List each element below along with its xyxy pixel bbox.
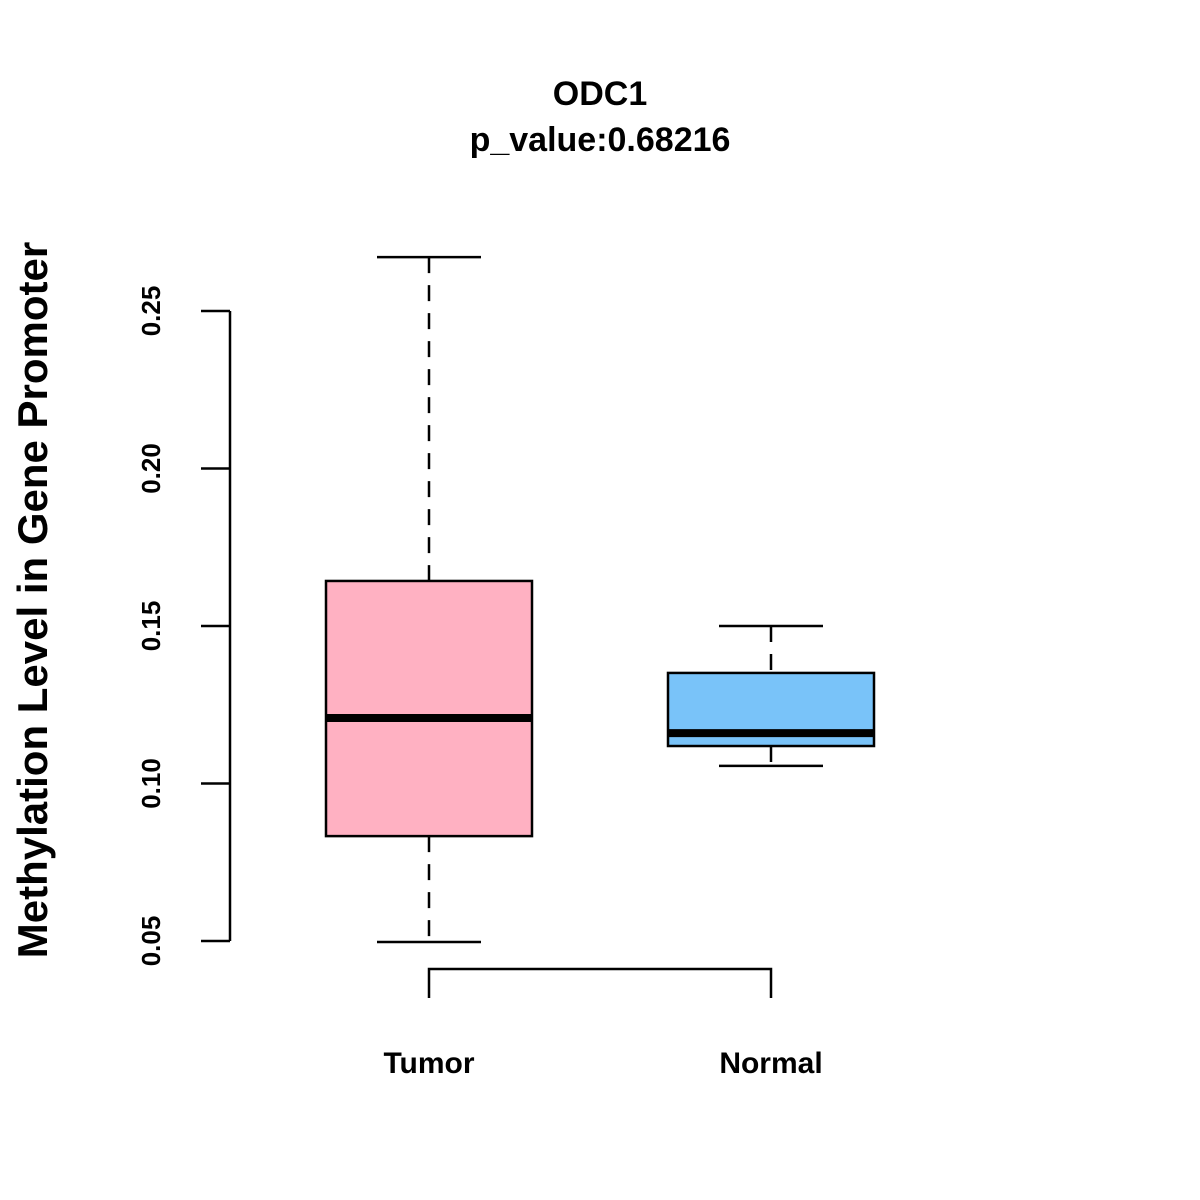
boxes [324, 255, 876, 944]
y-tick-label: 0.25 [136, 286, 166, 337]
y-tick-label: 0.20 [136, 443, 166, 494]
y-tick-label: 0.15 [136, 601, 166, 652]
bracket-line [427, 967, 773, 998]
y-axis-label: Methylation Level in Gene Promoter [9, 242, 56, 958]
x-axis-labels: Tumor Normal [383, 1047, 822, 1080]
box-tumor [324, 255, 534, 944]
x-label-normal: Normal [719, 1047, 822, 1080]
comparison-bracket [427, 967, 773, 998]
chart-subtitle: p_value:0.68216 [470, 121, 731, 159]
x-label-tumor: Tumor [383, 1047, 474, 1080]
y-tick-label: 0.10 [136, 758, 166, 809]
y-axis: 0.05 0.10 0.15 0.20 0.25 [136, 286, 232, 967]
y-tick-label: 0.05 [136, 916, 166, 967]
chart-title: ODC1 [553, 75, 647, 113]
box-normal [666, 624, 876, 768]
iqr-box [324, 579, 534, 838]
